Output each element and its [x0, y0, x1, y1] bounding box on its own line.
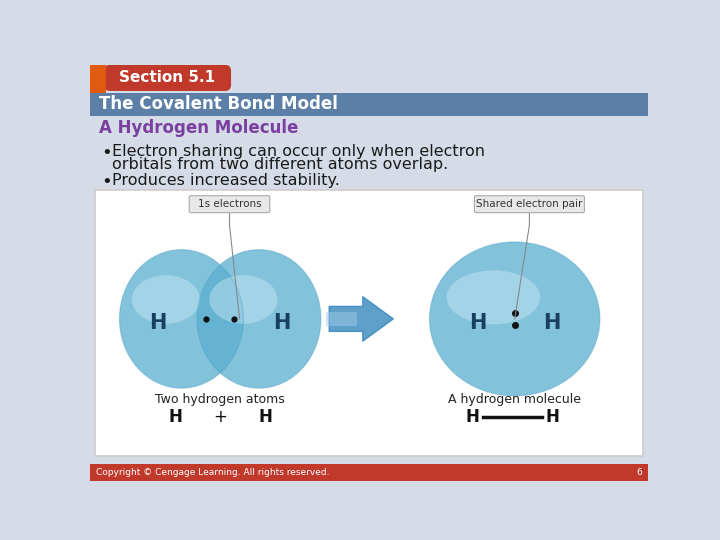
Text: •: •: [101, 173, 112, 191]
Text: 1s electrons: 1s electrons: [198, 199, 261, 209]
Text: Copyright © Cengage Learning. All rights reserved.: Copyright © Cengage Learning. All rights…: [96, 468, 330, 477]
Text: The Covalent Bond Model: The Covalent Bond Model: [99, 95, 338, 113]
Text: Section 5.1: Section 5.1: [120, 70, 215, 85]
Text: H: H: [465, 408, 479, 426]
Bar: [90, 65, 106, 92]
Text: H: H: [274, 313, 291, 333]
Text: 6: 6: [636, 468, 642, 477]
Text: A Hydrogen Molecule: A Hydrogen Molecule: [99, 119, 299, 137]
FancyBboxPatch shape: [474, 195, 585, 213]
Text: H: H: [168, 408, 182, 426]
Bar: [90, 92, 648, 116]
Text: H: H: [258, 408, 272, 426]
Text: Shared electron pair: Shared electron pair: [476, 199, 582, 209]
Text: H: H: [543, 313, 561, 333]
Ellipse shape: [446, 271, 540, 325]
Text: Produces increased stability.: Produces increased stability.: [112, 173, 340, 188]
FancyArrowPatch shape: [329, 296, 393, 341]
Text: •: •: [101, 144, 112, 162]
Ellipse shape: [132, 275, 200, 324]
Ellipse shape: [210, 275, 277, 324]
Bar: [90, 464, 648, 481]
FancyBboxPatch shape: [189, 195, 270, 213]
Text: +: +: [213, 408, 227, 426]
Text: H: H: [150, 313, 167, 333]
Text: H: H: [546, 408, 559, 426]
Ellipse shape: [120, 249, 243, 388]
Text: A hydrogen molecule: A hydrogen molecule: [448, 393, 581, 406]
Text: H: H: [469, 313, 486, 333]
Text: Two hydrogen atoms: Two hydrogen atoms: [156, 393, 285, 406]
Ellipse shape: [429, 242, 600, 396]
Ellipse shape: [197, 249, 321, 388]
Text: orbitals from two different atoms overlap.: orbitals from two different atoms overla…: [112, 157, 448, 172]
FancyBboxPatch shape: [104, 65, 231, 91]
Bar: [326, 312, 357, 326]
Text: Electron sharing can occur only when electron: Electron sharing can occur only when ele…: [112, 144, 485, 159]
Bar: [94, 190, 644, 456]
